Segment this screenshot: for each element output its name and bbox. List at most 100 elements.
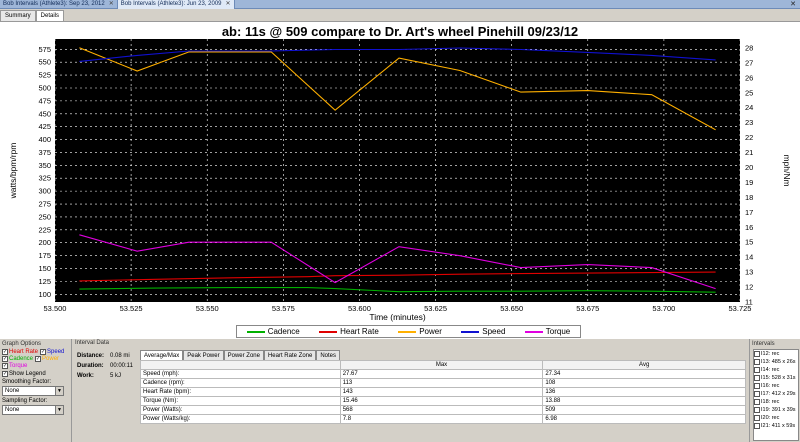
distance-label: Distance: (77, 353, 105, 359)
close-icon[interactable]: ✕ (790, 1, 796, 8)
series-checkbox[interactable]: ✓ Power (35, 356, 59, 362)
list-item[interactable]: I18: rec (754, 398, 798, 406)
y-right-tick-label: 16 (745, 223, 753, 232)
checkbox-box[interactable] (754, 359, 760, 365)
checkbox-box[interactable]: ✓ (35, 356, 42, 362)
close-icon[interactable]: ✕ (108, 1, 114, 7)
interval-label: I18: rec (761, 399, 780, 405)
tab-details[interactable]: Details (35, 10, 65, 21)
sampling-select[interactable]: None ▼ (2, 405, 64, 415)
intervals-title: Intervals (752, 341, 775, 347)
y-left-tick-label: 425 (38, 122, 51, 131)
legend-entry: Power (398, 327, 442, 336)
series-checkbox-label: Speed (47, 349, 65, 355)
checkbox-box[interactable]: ✓ (40, 349, 47, 355)
sampling-label: Sampling Factor: (2, 398, 48, 404)
checkbox-box[interactable] (754, 407, 760, 413)
document-tab[interactable]: Bob Intervals (Athlete3): Jun 23, 2009 ✕ (117, 0, 235, 9)
table-cell: 113 (339, 378, 544, 388)
document-tab[interactable]: Bob Intervals (Athlete3): Sep 23, 2012 ✕ (0, 0, 118, 9)
x-tick-label: 53.725 (729, 304, 752, 313)
series-checkbox[interactable]: ✓ Torque (2, 363, 27, 369)
checkbox-box[interactable] (754, 399, 760, 405)
chevron-down-icon[interactable]: ▼ (55, 406, 63, 414)
checkbox-box[interactable]: ✓ (2, 356, 8, 362)
legend-label: Heart Rate (340, 327, 379, 336)
show-legend-checkbox[interactable]: ✓ Show Legend (2, 371, 69, 377)
chevron-down-icon[interactable]: ▼ (55, 387, 63, 395)
column-header: Avg (542, 360, 746, 370)
interval-tab[interactable]: Average/Max (140, 350, 184, 360)
interval-tab[interactable]: Power Zone (223, 350, 264, 360)
checkbox-box[interactable] (754, 367, 760, 373)
list-item[interactable]: I13: 485 x 26s (754, 358, 798, 366)
list-item[interactable]: I21: 411 x 59s (754, 422, 798, 430)
list-item[interactable]: I17: 412 x 29s (754, 390, 798, 398)
average-max-table: Max Avg Speed (mph): 27.67 27.34 Cadence (rpm… (140, 360, 746, 424)
series-checkbox-label: Power (42, 356, 60, 362)
x-tick-label: 53.600 (348, 304, 371, 313)
duration-label: Duration: (77, 363, 104, 369)
y-left-tick-label: 275 (38, 200, 51, 209)
legend-label: Speed (482, 327, 506, 336)
y-right-tick-label: 15 (745, 238, 753, 247)
table-cell: 568 (339, 405, 544, 415)
smoothing-select[interactable]: None ▼ (2, 386, 64, 396)
series-checkbox[interactable]: ✓ Heart Rate (2, 349, 38, 355)
legend-entry: Heart Rate (319, 327, 379, 336)
interval-label: I12: rec (761, 351, 780, 357)
y-left-tick-label: 150 (38, 264, 51, 273)
y-left-tick-label: 325 (38, 174, 51, 183)
legend-label: Torque (545, 327, 571, 336)
table-cell: 15.46 (339, 396, 544, 406)
checkbox-box[interactable]: ✓ (2, 349, 8, 355)
interval-tab[interactable]: Peak Power (183, 350, 224, 360)
checkbox-box[interactable] (754, 351, 760, 357)
smoothing-label: Smoothing Factor: (2, 379, 52, 385)
legend-label: Cadence (267, 327, 300, 336)
x-tick-label: 53.625 (424, 304, 447, 313)
table-cell: Power (Watts): (140, 405, 341, 415)
list-item[interactable]: I20: rec (754, 414, 798, 422)
y-right-axis-label: mph/Nm (782, 154, 792, 186)
checkbox-box[interactable] (754, 383, 760, 389)
interval-tab[interactable]: Heart Rate Zone (263, 350, 317, 360)
x-tick-label: 53.650 (500, 304, 523, 313)
intervals-list[interactable]: I12: rec I13: 485 x 26s I14: rec I15: 528 x… (753, 349, 799, 441)
table-row: Power (Watts/kg): 7.8 6.98 (140, 414, 746, 424)
table-row: Torque (Nm): 15.46 13.88 (140, 396, 746, 406)
interval-tab[interactable]: Notes (316, 350, 341, 360)
y-left-tick-label: 400 (38, 135, 51, 144)
table-cell: Torque (Nm): (140, 396, 341, 406)
list-item[interactable]: I19: 391 x 39s (754, 406, 798, 414)
series-checkbox[interactable]: ✓ Cadence (2, 356, 33, 362)
checkbox-box[interactable] (754, 415, 760, 421)
legend-swatch (524, 330, 543, 333)
close-icon[interactable]: ✕ (225, 1, 231, 7)
ride-chart: 53.500 53.525 53.550 53.575 53.600 53.625 53.6… (8, 39, 792, 322)
interval-label: I15: 528 x 31s (761, 375, 796, 381)
legend-swatch (246, 330, 265, 333)
y-right-tick-label: 28 (745, 43, 753, 52)
list-item[interactable]: I14: rec (754, 366, 798, 374)
checkbox-box[interactable]: ✓ (2, 371, 8, 377)
checkbox-box[interactable] (754, 423, 760, 429)
y-right-tick-label: 21 (745, 148, 753, 157)
list-item[interactable]: I15: 528 x 31s (754, 374, 798, 382)
table-header-row: Max Avg (140, 360, 746, 370)
list-item[interactable]: I12: rec (754, 350, 798, 358)
y-right-tick-label: 23 (745, 118, 753, 127)
checkbox-box[interactable] (754, 391, 760, 397)
checkbox-box[interactable] (754, 375, 760, 381)
y-right-tick-label: 17 (745, 208, 753, 217)
work-label: Work: (77, 373, 94, 379)
interval-tab-bar: Average/Max Peak Power Power Zone Heart Rat… (140, 350, 341, 360)
list-item[interactable]: I16: rec (754, 382, 798, 390)
checkbox-box[interactable]: ✓ (2, 363, 8, 369)
table-cell: 136 (542, 387, 746, 397)
y-left-tick-label: 175 (38, 251, 51, 260)
y-left-tick-label: 375 (38, 148, 51, 157)
series-checkbox[interactable]: ✓ Speed (40, 349, 64, 355)
tab-summary[interactable]: Summary (0, 10, 36, 21)
interval-stats: Distance: 0.08 mi Duration: 00:00:11 Work:… (77, 351, 137, 381)
